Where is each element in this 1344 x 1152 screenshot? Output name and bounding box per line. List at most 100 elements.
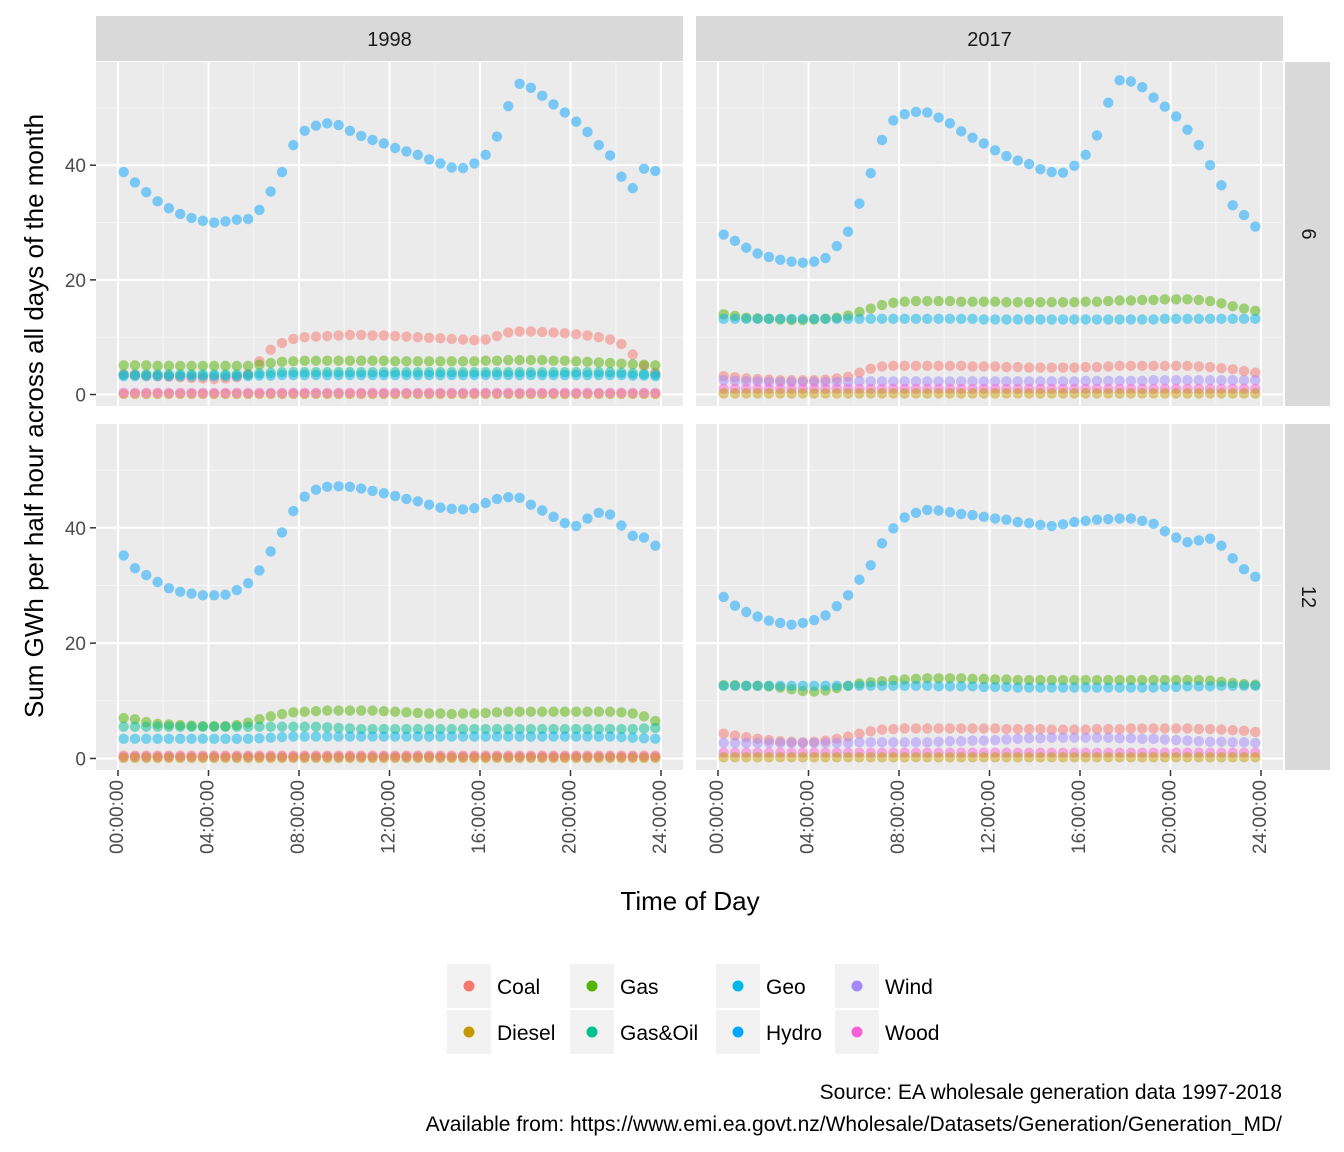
data-point: [299, 706, 310, 717]
data-point: [231, 214, 242, 225]
data-point: [865, 560, 876, 571]
data-point: [876, 752, 888, 763]
data-point: [537, 752, 548, 764]
panel-12-1998: [96, 424, 683, 770]
data-point: [989, 388, 1001, 399]
data-point: [480, 707, 491, 719]
data-point: [310, 120, 322, 131]
data-point: [175, 387, 186, 399]
data-point: [729, 752, 741, 763]
data-point: [118, 721, 129, 732]
data-point: [1057, 682, 1069, 693]
data-point: [627, 387, 638, 399]
data-point: [989, 681, 1001, 693]
data-point: [423, 752, 435, 764]
data-point: [933, 681, 944, 692]
data-point: [729, 375, 741, 386]
data-point: [989, 752, 1001, 763]
data-point: [129, 360, 141, 371]
data-point: [1035, 682, 1046, 693]
data-point: [129, 387, 141, 399]
data-point: [525, 723, 537, 735]
data-point: [922, 313, 933, 325]
data-point: [1103, 682, 1114, 693]
data-point: [1103, 375, 1114, 386]
data-point: [786, 752, 797, 763]
data-point: [650, 752, 661, 764]
data-point: [922, 752, 933, 763]
data-point: [1216, 736, 1227, 747]
data-point: [989, 296, 1001, 307]
data-point: [333, 705, 344, 716]
data-point: [389, 142, 401, 154]
series-diesel: [718, 752, 1261, 763]
data-point: [944, 735, 956, 747]
data-point: [899, 296, 910, 307]
data-point: [503, 369, 514, 381]
data-point: [978, 376, 990, 387]
data-point: [163, 752, 175, 764]
data-point: [242, 752, 254, 764]
data-point: [616, 387, 627, 399]
data-point: [457, 504, 469, 515]
data-point: [888, 523, 899, 534]
data-point: [593, 357, 604, 368]
data-point: [254, 714, 265, 725]
data-point: [389, 369, 401, 381]
data-point: [910, 376, 922, 387]
data-point: [1080, 752, 1091, 763]
data-point: [899, 723, 910, 734]
data-point: [1023, 723, 1035, 735]
data-point: [944, 295, 956, 307]
data-point: [1250, 680, 1261, 692]
data-point: [310, 731, 322, 742]
data-point: [741, 242, 752, 253]
data-point: [888, 360, 899, 372]
data-point: [435, 387, 446, 399]
data-point: [141, 186, 152, 198]
data-point: [378, 723, 390, 735]
data-point: [1250, 221, 1261, 232]
series-hydro: [118, 78, 661, 228]
data-point: [1193, 535, 1204, 546]
data-point: [1035, 297, 1046, 308]
data-point: [797, 257, 809, 268]
data-point: [322, 481, 333, 493]
data-point: [503, 723, 514, 735]
data-point: [152, 733, 163, 745]
data-point: [503, 354, 514, 366]
data-point: [842, 590, 854, 601]
data-point: [1250, 375, 1261, 386]
data-point: [876, 737, 888, 748]
data-point: [537, 723, 548, 735]
data-point: [1057, 362, 1069, 373]
data-point: [1216, 375, 1227, 386]
data-point: [141, 569, 152, 581]
data-point: [1182, 723, 1193, 734]
data-point: [1114, 513, 1125, 524]
data-point: [559, 369, 571, 381]
data-point: [333, 722, 344, 734]
data-point: [1182, 375, 1193, 386]
data-point: [367, 330, 378, 341]
data-point: [763, 388, 775, 399]
data-point: [627, 358, 638, 370]
data-point: [1091, 514, 1103, 525]
data-point: [593, 369, 604, 381]
data-point: [344, 387, 356, 399]
data-point: [1227, 725, 1238, 736]
data-point: [876, 376, 888, 387]
data-point: [1159, 388, 1171, 399]
y-tick-label: 0: [75, 386, 86, 407]
data-point: [491, 731, 503, 742]
data-point: [457, 723, 469, 735]
data-point: [933, 723, 944, 734]
data-point: [1125, 375, 1137, 386]
data-point: [548, 731, 559, 742]
data-point: [1159, 723, 1171, 734]
data-point: [118, 166, 129, 178]
data-point: [933, 295, 944, 307]
data-point: [1080, 361, 1091, 373]
data-point: [548, 511, 559, 523]
data-point: [322, 722, 333, 733]
